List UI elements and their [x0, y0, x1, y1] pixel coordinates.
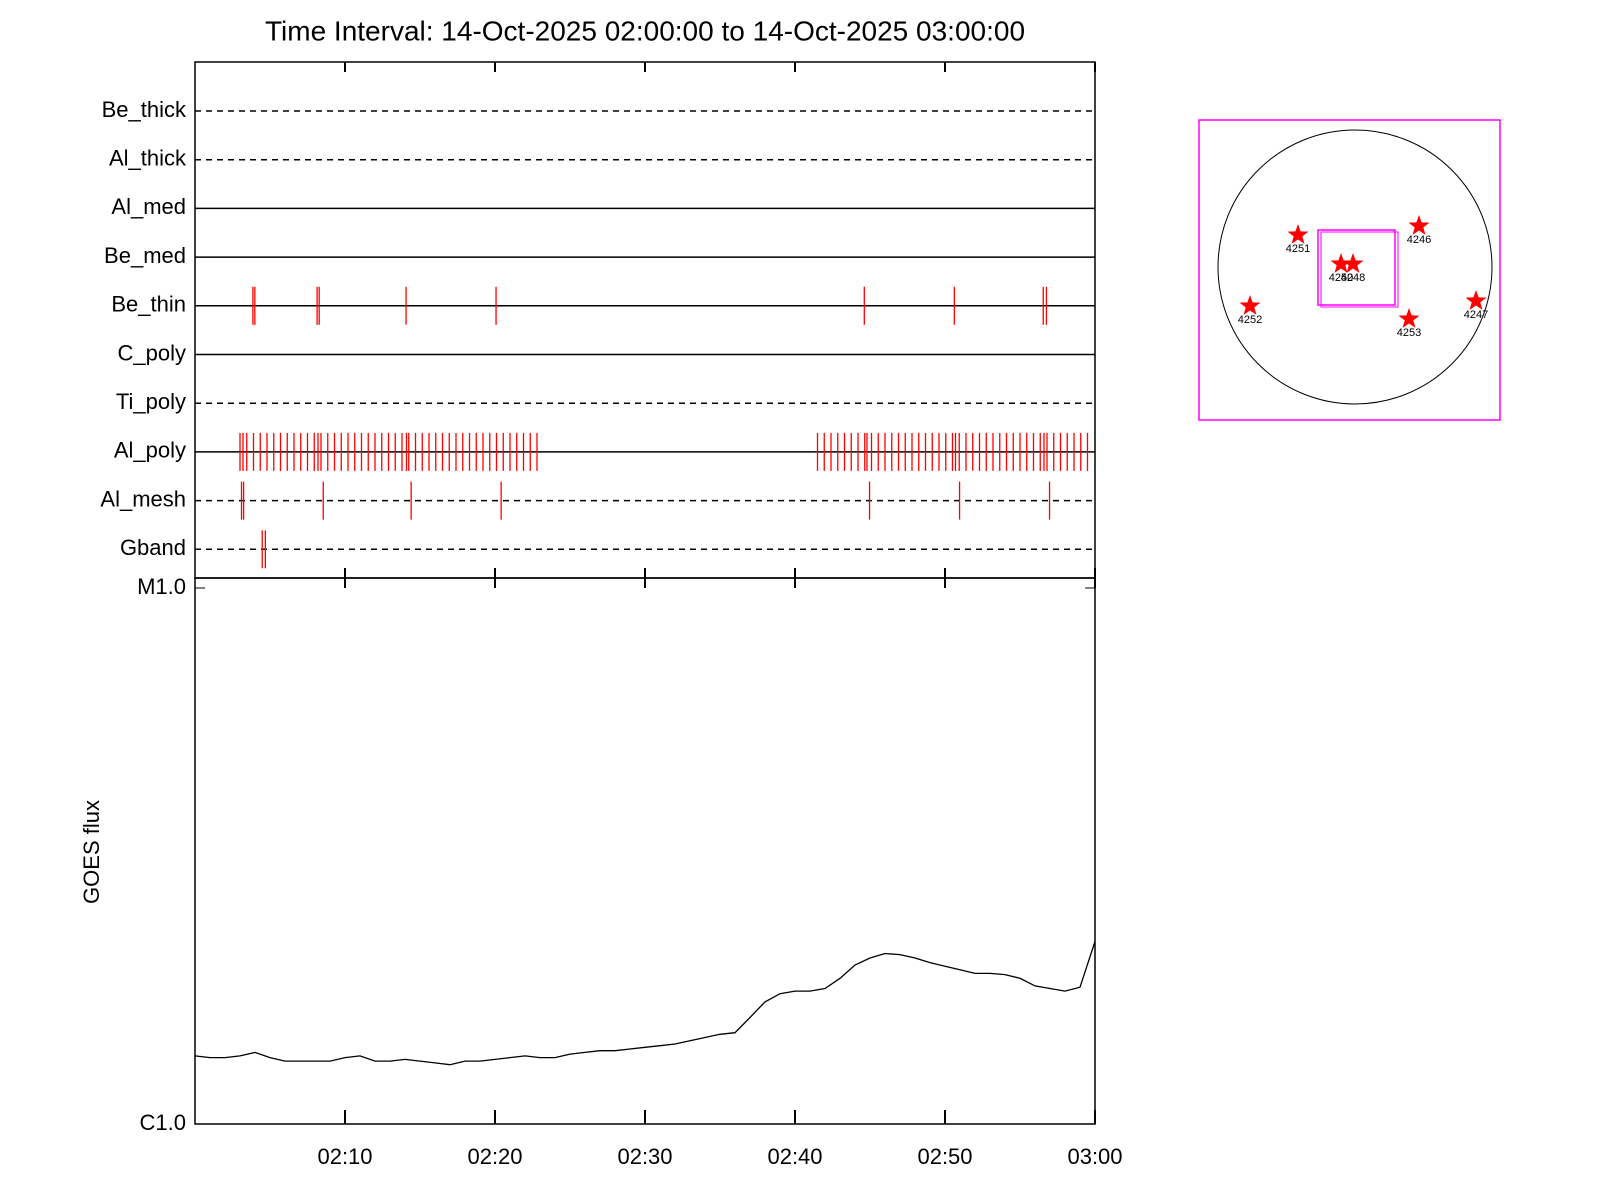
row-label: C_poly	[118, 340, 186, 365]
row-label: Be_thin	[111, 292, 186, 317]
map-frame	[1198, 119, 1501, 421]
y-tick-label: C1.0	[140, 1110, 186, 1135]
region-label: 4246	[1407, 234, 1431, 246]
x-tick-label: 02:20	[467, 1144, 522, 1169]
row-label: Gband	[120, 535, 186, 560]
x-tick-label: 02:30	[617, 1144, 672, 1169]
region-label: 4247	[1464, 309, 1488, 321]
x-tick-label: 02:50	[917, 1144, 972, 1169]
x-tick-label: 02:10	[317, 1144, 372, 1169]
region-label: 4253	[1397, 327, 1421, 339]
solar-disk	[1217, 129, 1493, 405]
region-marker	[1342, 253, 1364, 273]
region-marker	[1287, 224, 1309, 244]
region-marker	[1330, 253, 1352, 273]
x-tick-label: 02:40	[767, 1144, 822, 1169]
row-label: Al_poly	[114, 438, 186, 463]
region-marker	[1408, 215, 1430, 235]
x-tick-label: 03:00	[1067, 1144, 1122, 1169]
fov-box	[1320, 231, 1399, 308]
row-label: Al_mesh	[100, 486, 186, 511]
region-label: 4251	[1286, 243, 1310, 255]
row-label: Be_thick	[102, 97, 187, 122]
region-label: 4250	[1329, 272, 1353, 284]
y-axis-label: GOES flux	[79, 800, 104, 904]
row-label: Be_med	[104, 243, 186, 268]
bottom-panel-frame	[194, 577, 1096, 1125]
flux-line	[194, 941, 1096, 1066]
region-label: 4248	[1341, 272, 1365, 284]
row-label: Ti_poly	[116, 389, 186, 414]
row-label: Al_thick	[109, 146, 187, 171]
y-tick-label: M1.0	[137, 574, 186, 599]
region-marker	[1465, 290, 1487, 310]
region-marker	[1398, 308, 1420, 328]
fov-box	[1317, 229, 1396, 306]
region-marker	[1239, 295, 1261, 315]
row-label: Al_med	[111, 194, 186, 219]
chart-title: Time Interval: 14-Oct-2025 02:00:00 to 1…	[265, 15, 1025, 46]
region-label: 4252	[1238, 314, 1262, 326]
